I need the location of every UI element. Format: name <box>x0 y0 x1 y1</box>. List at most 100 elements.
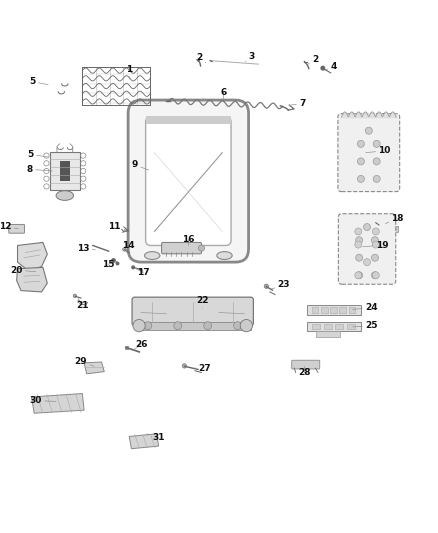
Text: 27: 27 <box>194 364 211 373</box>
Bar <box>60 161 70 181</box>
Circle shape <box>372 228 379 235</box>
Circle shape <box>373 175 380 182</box>
FancyBboxPatch shape <box>162 243 201 254</box>
Text: 3: 3 <box>245 52 255 61</box>
Bar <box>312 307 318 313</box>
Circle shape <box>372 241 379 248</box>
Polygon shape <box>18 243 47 271</box>
FancyBboxPatch shape <box>338 214 396 284</box>
Text: 10: 10 <box>366 147 391 155</box>
Text: 26: 26 <box>132 340 147 351</box>
Circle shape <box>321 66 325 70</box>
Text: 14: 14 <box>122 241 134 253</box>
Bar <box>321 307 328 313</box>
Text: 25: 25 <box>353 321 378 330</box>
Text: 7: 7 <box>289 99 305 108</box>
Text: 13: 13 <box>77 245 95 254</box>
Bar <box>392 226 398 232</box>
Bar <box>324 324 332 329</box>
Circle shape <box>123 248 126 251</box>
Text: 4: 4 <box>324 62 337 71</box>
Circle shape <box>264 284 268 288</box>
Text: 2: 2 <box>196 53 206 63</box>
Circle shape <box>357 175 364 182</box>
Circle shape <box>364 259 371 265</box>
Text: 5: 5 <box>28 150 48 159</box>
FancyBboxPatch shape <box>9 224 25 233</box>
Circle shape <box>356 237 363 244</box>
Circle shape <box>357 158 364 165</box>
Ellipse shape <box>145 252 160 260</box>
Circle shape <box>355 228 362 235</box>
Text: 21: 21 <box>76 298 88 310</box>
Circle shape <box>371 272 378 279</box>
FancyBboxPatch shape <box>292 360 320 369</box>
FancyBboxPatch shape <box>145 117 231 246</box>
Circle shape <box>355 272 362 279</box>
Circle shape <box>373 158 380 165</box>
Circle shape <box>204 322 212 329</box>
Text: 28: 28 <box>298 366 311 377</box>
Circle shape <box>364 223 371 231</box>
Circle shape <box>233 322 242 329</box>
Circle shape <box>371 237 378 244</box>
Bar <box>307 322 361 332</box>
Bar <box>335 324 343 329</box>
Text: 17: 17 <box>136 268 150 277</box>
Bar <box>316 332 340 337</box>
Circle shape <box>356 272 363 279</box>
Circle shape <box>373 140 380 147</box>
Circle shape <box>182 364 187 368</box>
Circle shape <box>372 272 379 279</box>
Text: 11: 11 <box>109 222 125 231</box>
Circle shape <box>198 245 205 251</box>
Text: 6: 6 <box>220 87 226 99</box>
Bar <box>330 307 337 313</box>
Bar <box>346 324 355 329</box>
Text: 22: 22 <box>196 296 208 308</box>
Circle shape <box>378 224 389 236</box>
Polygon shape <box>129 434 159 449</box>
Circle shape <box>356 254 363 261</box>
Bar <box>349 307 355 313</box>
Ellipse shape <box>56 191 74 200</box>
Text: 30: 30 <box>30 396 56 405</box>
Text: 23: 23 <box>271 280 290 289</box>
Text: 1: 1 <box>126 65 132 79</box>
Polygon shape <box>32 393 84 413</box>
Circle shape <box>240 319 252 332</box>
Circle shape <box>133 319 145 332</box>
Circle shape <box>355 241 362 248</box>
Text: 29: 29 <box>75 357 94 366</box>
Circle shape <box>174 322 182 329</box>
FancyBboxPatch shape <box>338 114 399 191</box>
Bar <box>312 324 320 329</box>
Text: 24: 24 <box>353 303 378 312</box>
Bar <box>135 322 251 329</box>
Bar <box>307 305 361 314</box>
Circle shape <box>144 322 152 329</box>
Text: 9: 9 <box>132 160 149 170</box>
FancyBboxPatch shape <box>128 100 249 262</box>
Circle shape <box>357 140 364 147</box>
Bar <box>145 116 231 124</box>
Bar <box>50 152 80 190</box>
Circle shape <box>374 219 395 239</box>
Circle shape <box>371 254 378 261</box>
Text: 15: 15 <box>102 260 117 269</box>
Text: 19: 19 <box>363 240 388 249</box>
Text: 2: 2 <box>307 55 318 65</box>
Circle shape <box>132 266 134 269</box>
Text: 12: 12 <box>0 222 18 231</box>
Text: 31: 31 <box>147 433 165 442</box>
Text: 20: 20 <box>11 265 36 274</box>
Text: 5: 5 <box>30 77 48 86</box>
Circle shape <box>365 127 372 134</box>
Ellipse shape <box>217 252 232 260</box>
Polygon shape <box>84 362 104 374</box>
Text: 8: 8 <box>27 165 53 174</box>
Text: 16: 16 <box>182 235 194 246</box>
Circle shape <box>73 294 77 297</box>
Bar <box>125 346 128 349</box>
Bar <box>339 307 346 313</box>
